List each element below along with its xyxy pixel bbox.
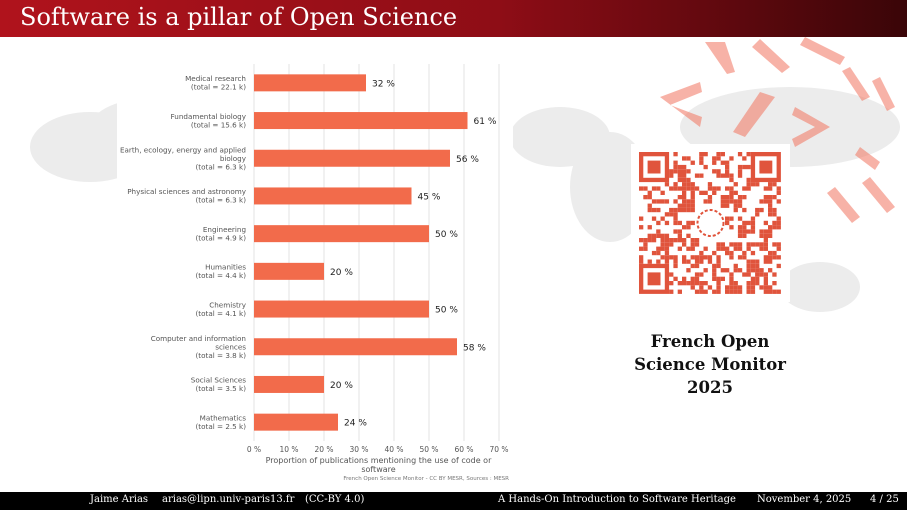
category-label-line: (total = 6.3 k) bbox=[195, 196, 246, 205]
category-label-line: (total = 4.4 k) bbox=[195, 271, 246, 280]
bar bbox=[254, 262, 324, 280]
bar-value-label: 58 % bbox=[463, 343, 486, 353]
chart-panel: 0 % 10 % 20 % 30 % 40 % 50 % 60 % 70 % 32 % Medic… bbox=[117, 60, 513, 482]
footer-page-number: 4 / 25 bbox=[870, 494, 899, 505]
title-bar: Software is a pillar of Open Science bbox=[0, 0, 907, 37]
x-tick-label: 50 % bbox=[419, 445, 438, 454]
category-label: Engineering (total = 4.9 k) bbox=[195, 225, 246, 243]
bar bbox=[254, 413, 338, 431]
bar-value-label: 20 % bbox=[330, 268, 353, 278]
category-label-line: Mathematics bbox=[200, 413, 247, 422]
category-label: Fundamental biology (total = 15.6 k) bbox=[171, 112, 247, 130]
x-tick-label: 20 % bbox=[314, 445, 333, 454]
qr-modules bbox=[639, 152, 781, 294]
category-label-line: (total = 15.6 k) bbox=[191, 120, 246, 129]
x-axis-title: Proportion of publications mentioning th… bbox=[266, 456, 492, 474]
x-axis-title-line: software bbox=[361, 465, 395, 474]
category-label: Humanities (total = 4.4 k) bbox=[195, 263, 246, 281]
category-label-line: (total = 3.5 k) bbox=[195, 384, 246, 393]
x-tick-label: 10 % bbox=[279, 445, 298, 454]
x-tick-label: 40 % bbox=[384, 445, 403, 454]
category-label-line: Medical research bbox=[185, 74, 246, 83]
category-label-line: (total = 2.5 k) bbox=[195, 422, 246, 431]
bar-value-label: 24 % bbox=[344, 419, 367, 429]
category-label-line: (total = 3.8 k) bbox=[195, 351, 246, 360]
qr-finder-pattern bbox=[638, 263, 670, 294]
category-label-line: Fundamental biology bbox=[171, 112, 247, 121]
bar-value-label: 20 % bbox=[330, 381, 353, 391]
bar-chart: 0 % 10 % 20 % 30 % 40 % 50 % 60 % 70 % 32 % Medic… bbox=[120, 64, 509, 482]
qr-finder-center bbox=[647, 160, 661, 174]
qr-finder-center bbox=[647, 272, 661, 286]
bar-value-label: 50 % bbox=[435, 306, 458, 316]
qr-finder-center bbox=[759, 160, 773, 174]
category-label-line: (total = 4.1 k) bbox=[195, 309, 246, 318]
footer-email: arias@lipn.univ-paris13.fr bbox=[162, 494, 295, 505]
category-label-line: (total = 6.3 k) bbox=[195, 162, 246, 171]
monitor-caption-line2: Science Monitor bbox=[634, 355, 786, 374]
bar-value-label: 50 % bbox=[435, 230, 458, 240]
bar bbox=[254, 149, 450, 167]
bar-value-label: 56 % bbox=[456, 155, 479, 165]
qr-finder-pattern bbox=[750, 151, 781, 183]
category-label: Chemistry (total = 4.1 k) bbox=[195, 300, 246, 318]
x-tick-label: 70 % bbox=[489, 445, 508, 454]
bar bbox=[254, 300, 429, 318]
category-label-line: Humanities bbox=[205, 263, 246, 272]
bar bbox=[254, 225, 429, 243]
bar bbox=[254, 74, 366, 92]
category-label-line: Earth, ecology, energy and applied bbox=[120, 145, 246, 154]
software-heritage-logo-icon bbox=[696, 209, 725, 237]
category-label-line: Engineering bbox=[203, 225, 246, 234]
bar-value-label: 61 % bbox=[474, 117, 497, 127]
category-label-line: sciences bbox=[215, 342, 246, 351]
category-label-line: Social Sciences bbox=[191, 376, 246, 385]
bar bbox=[254, 375, 324, 393]
monitor-caption-line1: French Open bbox=[650, 332, 770, 351]
category-label-line: (total = 4.9 k) bbox=[195, 233, 246, 242]
x-tick-label: 60 % bbox=[454, 445, 473, 454]
category-label-line: biology bbox=[220, 154, 247, 163]
category-label: Social Sciences (total = 3.5 k) bbox=[191, 376, 246, 394]
bar bbox=[254, 112, 468, 130]
x-tick-label: 30 % bbox=[349, 445, 368, 454]
x-tick-label: 0 % bbox=[247, 445, 261, 454]
category-label-line: (total = 22.1 k) bbox=[191, 83, 246, 92]
monitor-caption-line3: 2025 bbox=[687, 378, 733, 397]
category-label: Computer and information sciences (total =… bbox=[151, 334, 247, 360]
category-label-line: Chemistry bbox=[209, 300, 247, 309]
monitor-caption: French Open Science Monitor 2025 bbox=[620, 330, 800, 399]
chart-source: French Open Science Monitor - CC BY MESR… bbox=[343, 476, 509, 482]
footer-date: November 4, 2025 bbox=[757, 494, 852, 505]
category-label: Earth, ecology, energy and applied biolog… bbox=[120, 145, 247, 171]
x-axis-title-line: Proportion of publications mentioning th… bbox=[266, 456, 492, 465]
footer-talk-title: A Hands-On Introduction to Software Heri… bbox=[498, 494, 736, 505]
category-label: Medical research (total = 22.1 k) bbox=[185, 74, 246, 92]
bar bbox=[254, 187, 412, 205]
slide-title: Software is a pillar of Open Science bbox=[20, 3, 458, 31]
category-label: Mathematics (total = 2.5 k) bbox=[195, 413, 246, 431]
bar-value-label: 45 % bbox=[418, 192, 441, 202]
qr-code[interactable] bbox=[631, 144, 790, 302]
footer-bar: Jaime Arias arias@lipn.univ-paris13.fr (… bbox=[0, 492, 907, 510]
footer-license: (CC-BY 4.0) bbox=[305, 494, 365, 505]
qr-finder-pattern bbox=[638, 151, 670, 183]
bar bbox=[254, 338, 457, 356]
footer-author: Jaime Arias bbox=[90, 494, 149, 505]
category-label: Physical sciences and astronomy (total = … bbox=[127, 187, 247, 205]
category-label-line: Physical sciences and astronomy bbox=[127, 187, 247, 196]
bar-value-label: 32 % bbox=[372, 79, 395, 89]
category-label-line: Computer and information bbox=[151, 334, 246, 343]
